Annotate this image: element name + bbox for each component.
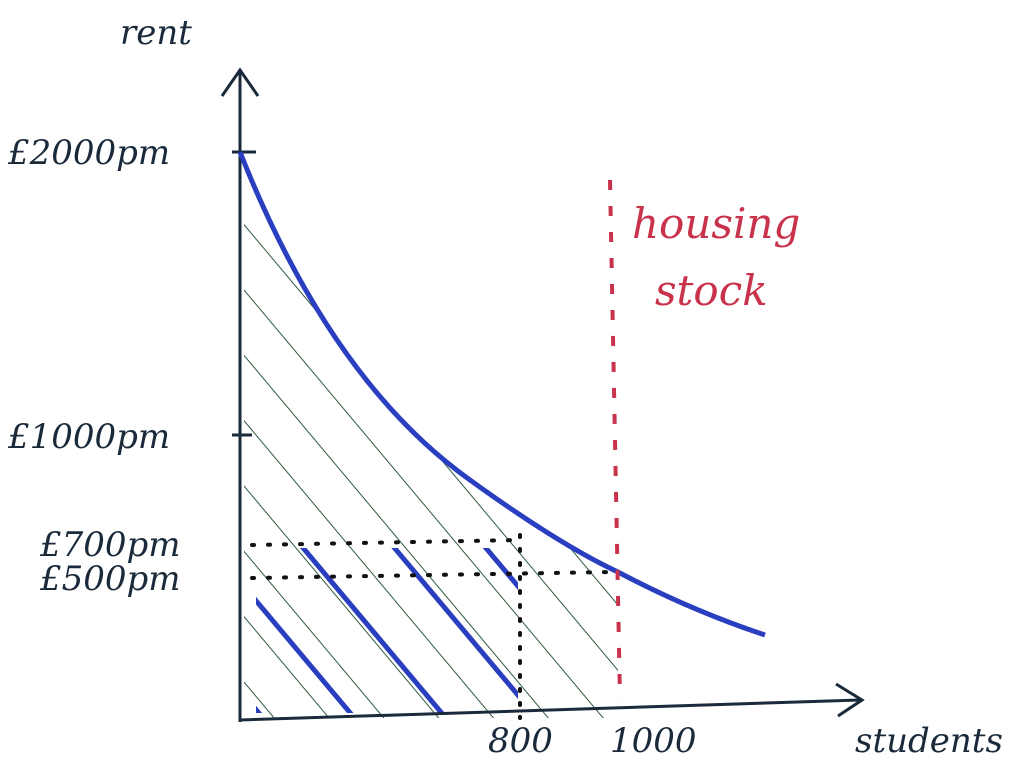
y-tick-label: £500pm (39, 559, 181, 599)
x-tick-label: 1000 (610, 721, 697, 761)
y-tick-label: £1000pm (7, 417, 170, 457)
x-axis-label: students (855, 721, 1003, 761)
annotation: housing (632, 199, 800, 248)
x-axis (239, 698, 861, 722)
x-tick-label: 800 (488, 721, 553, 761)
y-tick-label: £700pm (39, 525, 181, 565)
y-arrow (220, 67, 260, 97)
y-tick-label: £2000pm (7, 133, 170, 173)
demand-curve (237, 151, 766, 638)
annotation: stock (655, 266, 768, 315)
x-arrow (835, 682, 865, 718)
guide-700 (250, 538, 522, 547)
y-axis-label: rent (120, 13, 192, 53)
housing-stock-line (608, 179, 622, 701)
